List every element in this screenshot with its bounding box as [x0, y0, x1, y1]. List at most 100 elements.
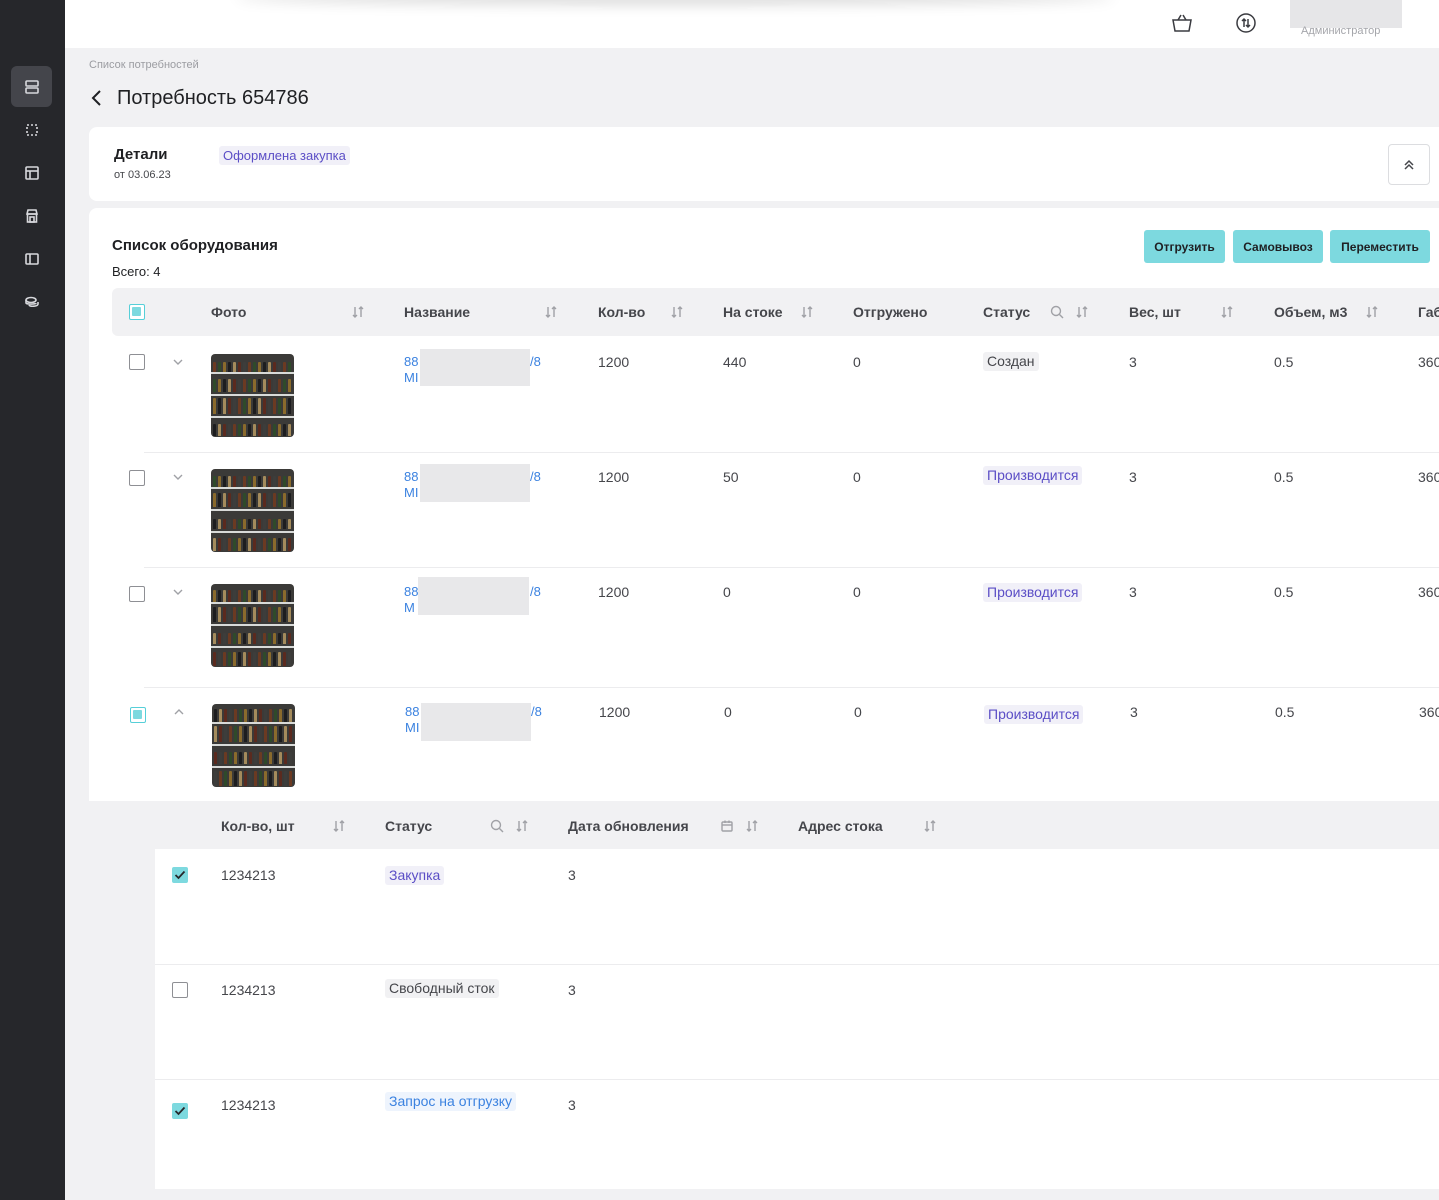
stock-row-checkbox[interactable]: [172, 867, 188, 883]
ship-button[interactable]: Отгрузить: [1144, 230, 1225, 263]
chevron-up-icon: [174, 709, 184, 715]
cell-dims: 360: [1419, 704, 1439, 720]
calendar-icon[interactable]: [720, 819, 734, 833]
cell-weight: 3: [1129, 354, 1137, 370]
column-header-qty[interactable]: Кол-во: [598, 304, 646, 320]
stock-status-badge: Закупка: [385, 866, 445, 885]
row-checkbox[interactable]: [129, 354, 145, 370]
status-badge: Производится: [983, 583, 1083, 602]
back-button[interactable]: [90, 86, 112, 110]
cell-shipped: 0: [853, 469, 861, 485]
product-name-end[interactable]: /8: [530, 354, 541, 369]
refresh-icon: [1236, 13, 1256, 33]
user-role: Администратор: [1301, 25, 1381, 37]
sort-icon[interactable]: [1220, 305, 1234, 319]
store-icon: [25, 208, 38, 223]
column-header-dims[interactable]: Габ: [1418, 304, 1439, 320]
stock-subtable: [155, 801, 1439, 1189]
expand-row-button[interactable]: [171, 587, 185, 597]
sidebar-item-coins[interactable]: [11, 281, 52, 322]
sort-icon[interactable]: [515, 819, 529, 833]
product-photo[interactable]: [212, 704, 295, 787]
sidebar-item-storage[interactable]: [11, 66, 52, 107]
cell-sub-date: 3: [568, 982, 576, 998]
product-photo[interactable]: [211, 584, 294, 667]
cell-sub-date: 3: [568, 867, 576, 883]
product-name-end[interactable]: /8: [530, 584, 541, 599]
column-header-photo[interactable]: Фото: [211, 304, 247, 320]
sort-icon[interactable]: [800, 305, 814, 319]
cell-qty: 1200: [599, 704, 631, 720]
selection-icon: [25, 123, 38, 136]
column-header-status[interactable]: Статус: [983, 304, 1031, 320]
equipment-card: Список оборудования Всего: 4 Отгрузить С…: [89, 208, 1439, 801]
sync-button[interactable]: [1233, 10, 1259, 36]
sidebar-item-store[interactable]: [11, 195, 52, 236]
sort-icon[interactable]: [1365, 305, 1379, 319]
stock-row-checkbox[interactable]: [172, 1103, 188, 1119]
sort-icon[interactable]: [1075, 305, 1089, 319]
column-header-stock[interactable]: На стоке: [723, 304, 783, 320]
expand-row-button[interactable]: [171, 357, 185, 367]
panel-icon: [24, 252, 39, 265]
cell-volume: 0.5: [1274, 584, 1294, 600]
cell-dims: 360: [1418, 354, 1439, 370]
search-icon[interactable]: [490, 819, 504, 833]
status-badge: Производится: [983, 466, 1083, 485]
expand-row-button[interactable]: [171, 472, 185, 482]
chevron-down-icon: [173, 474, 183, 480]
stock-row-checkbox[interactable]: [172, 982, 188, 998]
row-checkbox[interactable]: [130, 707, 146, 723]
status-badge: Производится: [984, 705, 1084, 724]
breadcrumb[interactable]: Список потребностей: [89, 59, 199, 71]
cart-button[interactable]: [1169, 10, 1195, 36]
column-header-sub-qty[interactable]: Кол-во, шт: [221, 818, 295, 834]
equipment-title: Список оборудования: [112, 237, 278, 254]
column-header-volume[interactable]: Объем, м3: [1274, 304, 1348, 320]
row-checkbox[interactable]: [129, 470, 145, 486]
sort-icon[interactable]: [670, 305, 684, 319]
cell-dims: 360: [1418, 469, 1439, 485]
product-name-start: 88: [405, 704, 420, 719]
cell-stock: 440: [723, 354, 747, 370]
column-header-name[interactable]: Название: [404, 304, 471, 320]
select-all-checkbox[interactable]: [129, 304, 145, 320]
cell-sub-qty: 1234213: [221, 982, 276, 998]
column-header-weight[interactable]: Вес, шт: [1129, 304, 1181, 320]
column-header-sub-status[interactable]: Статус: [385, 818, 433, 834]
cell-weight: 3: [1129, 469, 1137, 485]
sidebar-item-selection[interactable]: [11, 109, 52, 150]
sidebar-item-panel[interactable]: [11, 238, 52, 279]
sidebar-item-layout[interactable]: [11, 152, 52, 193]
product-photo[interactable]: [211, 354, 294, 437]
cell-volume: 0.5: [1274, 469, 1294, 485]
column-header-shipped[interactable]: Отгружено: [853, 304, 928, 320]
move-button[interactable]: Переместить: [1330, 230, 1430, 263]
product-name-start: 88: [404, 469, 419, 484]
redacted-product-name: [421, 703, 531, 741]
product-name-end[interactable]: /8: [531, 704, 542, 719]
sort-icon[interactable]: [332, 819, 346, 833]
sort-icon[interactable]: [544, 305, 558, 319]
collapse-row-button[interactable]: [172, 707, 186, 717]
coins-icon: [24, 296, 39, 307]
product-photo[interactable]: [211, 469, 294, 552]
check-icon: [174, 1106, 186, 1116]
pickup-button[interactable]: Самовывоз: [1233, 230, 1323, 263]
product-name-end[interactable]: /8: [530, 469, 541, 484]
sidebar: [0, 0, 65, 1200]
search-icon[interactable]: [1050, 305, 1064, 319]
sort-icon[interactable]: [923, 819, 937, 833]
row-checkbox[interactable]: [129, 586, 145, 602]
product-name-link[interactable]: 88 MI: [405, 704, 419, 736]
sort-icon[interactable]: [745, 819, 759, 833]
product-name-link[interactable]: 88 MI: [404, 469, 418, 501]
product-name-link[interactable]: 88 MI: [404, 354, 418, 386]
column-header-sub-address[interactable]: Адрес стока: [798, 818, 883, 834]
product-name-link[interactable]: 88 M: [404, 584, 418, 616]
sort-icon[interactable]: [351, 305, 365, 319]
user-name-redacted[interactable]: [1290, 0, 1402, 28]
redacted-product-name: [420, 464, 530, 502]
collapse-button[interactable]: [1388, 144, 1430, 185]
column-header-sub-date[interactable]: Дата обновления: [568, 818, 689, 834]
